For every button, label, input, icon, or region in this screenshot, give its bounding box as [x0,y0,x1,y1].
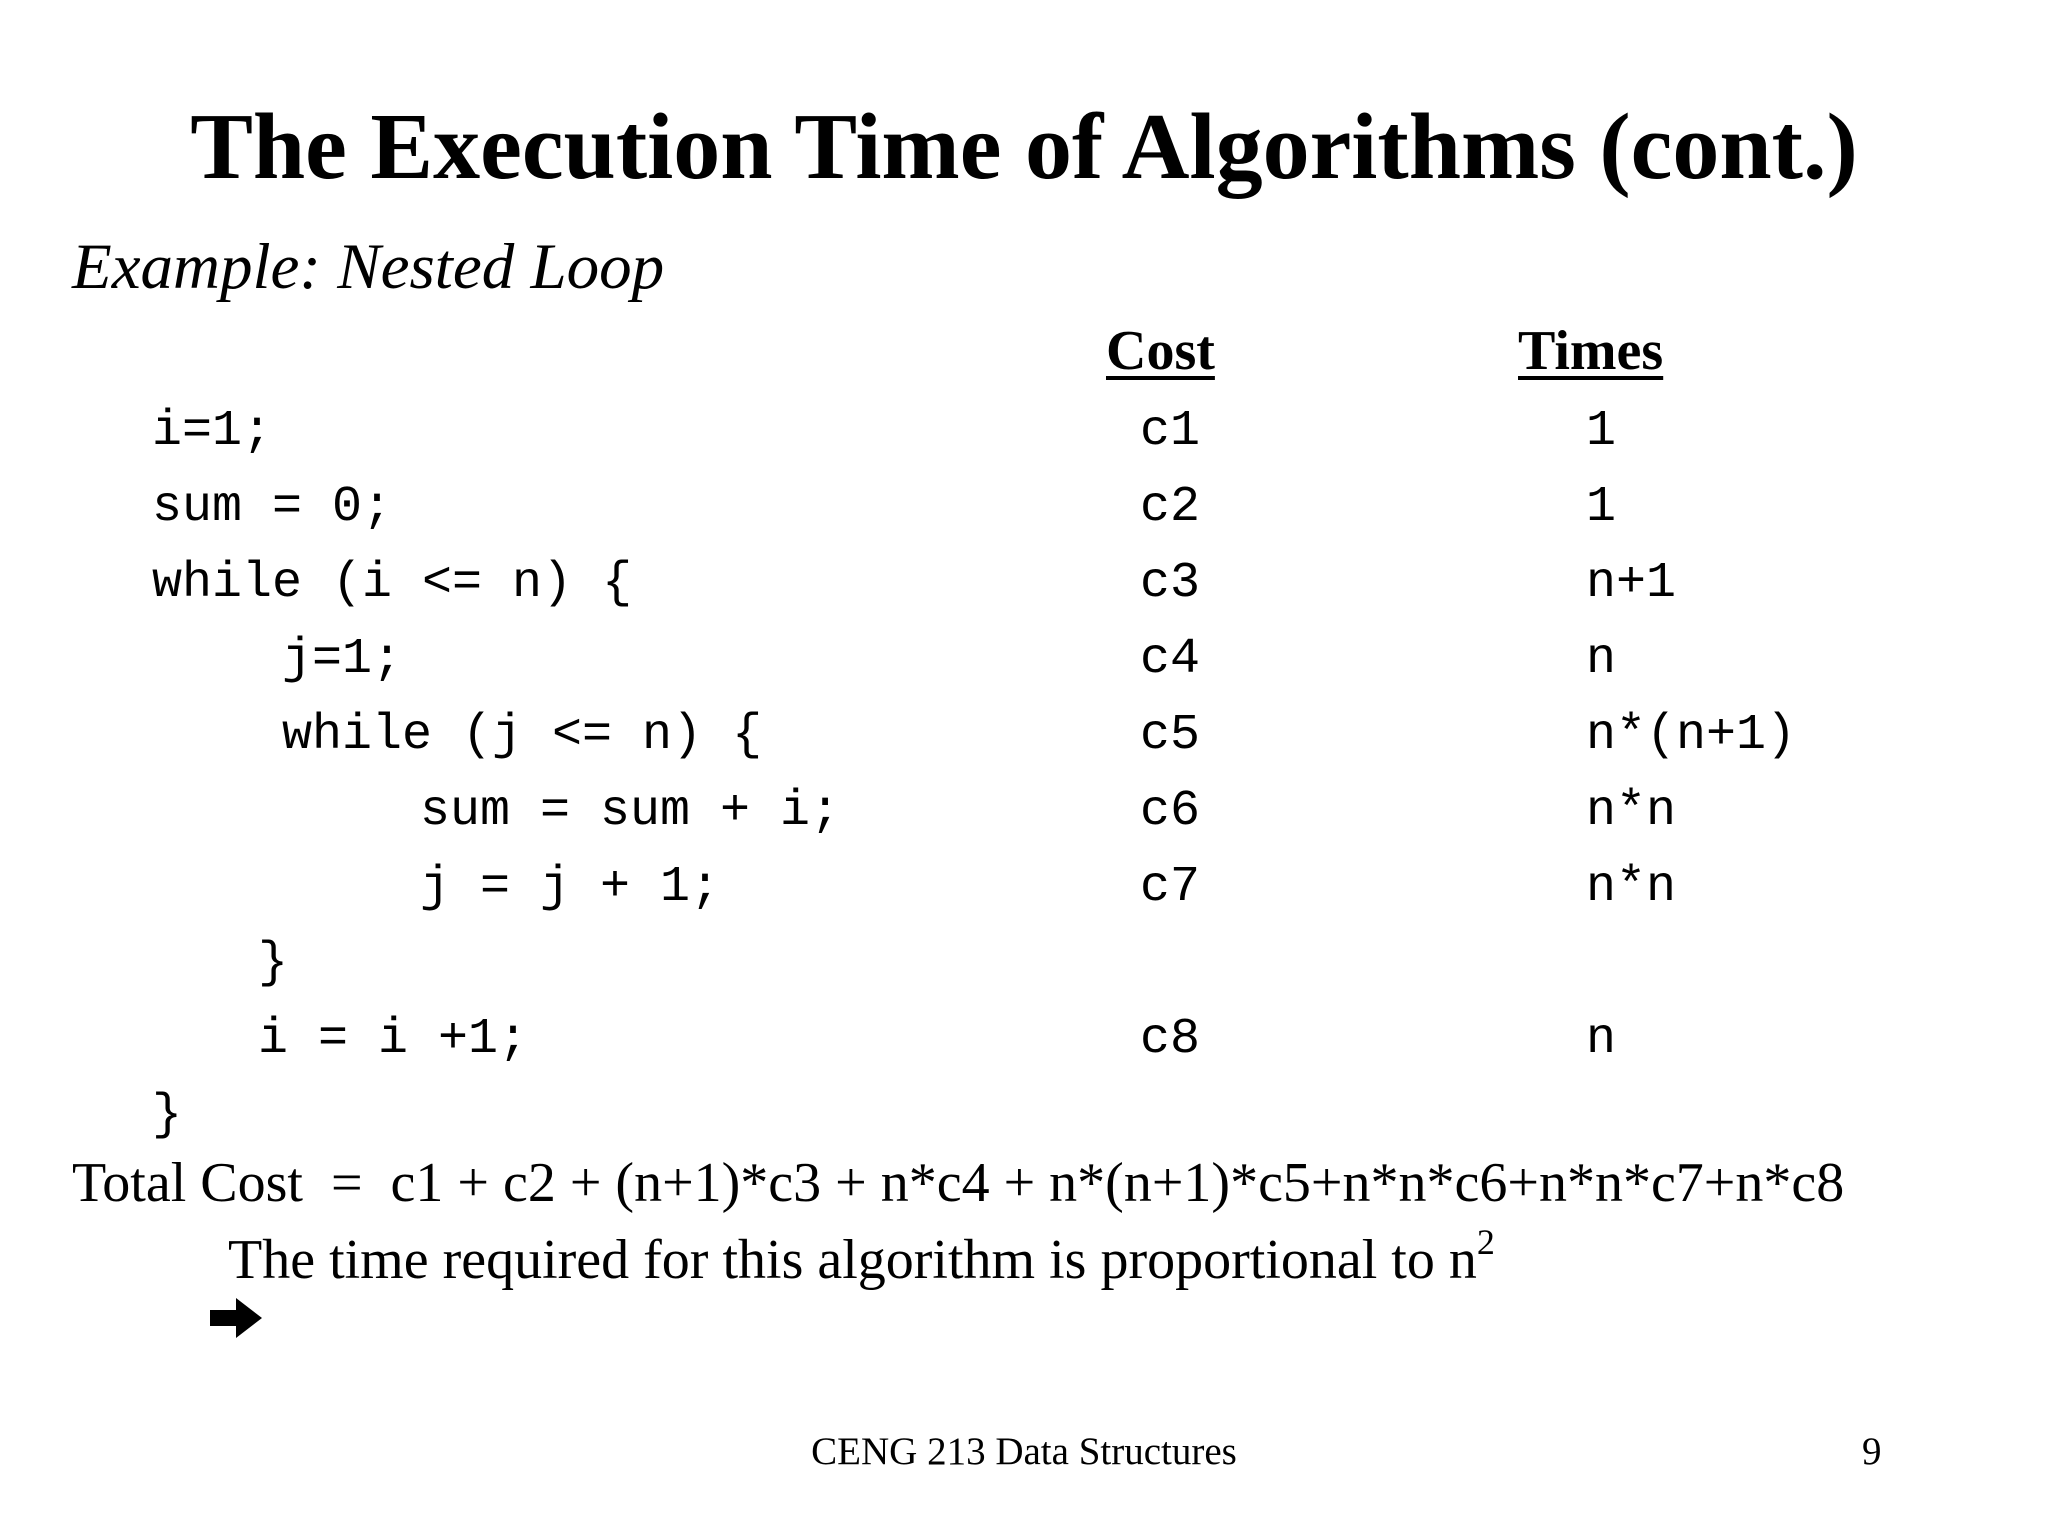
cost-cell: c1 [1140,403,1201,460]
times-column-header: Times [1518,320,1664,382]
times-cell: n [1586,631,1617,688]
cost-cell: c6 [1140,783,1201,840]
times-cell: 1 [1586,479,1617,536]
code-line: i = i +1; [258,1011,529,1068]
slide-title: The Execution Time of Algorithms (cont.) [190,95,1858,199]
times-cell: n*(n+1) [1586,707,1797,764]
cost-cell: c5 [1140,707,1201,764]
conclusion-text: The time required for this algorithm is … [228,1229,1477,1291]
times-cell: n*n [1586,859,1677,916]
code-line: i=1; [152,403,273,460]
slide-subtitle: Example: Nested Loop [72,231,665,303]
cost-cell: c3 [1140,555,1201,612]
cost-cell: c8 [1140,1011,1201,1068]
code-line: } [258,935,289,992]
code-line: sum = sum + i; [420,783,841,840]
times-cell: 1 [1586,403,1617,460]
right-arrow-icon [152,1238,262,1338]
times-cell: n [1586,1011,1617,1068]
code-line: while (i <= n) { [152,555,633,612]
times-cell: n*n [1586,783,1677,840]
conclusion-line: The time required for this algorithm is … [152,1224,1495,1338]
code-line: while (j <= n) { [282,707,763,764]
code-line: sum = 0; [152,479,393,536]
cost-cell: c4 [1140,631,1201,688]
cost-cell: c7 [1140,859,1201,916]
total-cost-formula: Total Cost = c1 + c2 + (n+1)*c3 + n*c4 +… [72,1152,1845,1214]
conclusion-exponent: 2 [1476,1222,1495,1262]
code-line: j=1; [282,631,403,688]
cost-cell: c2 [1140,479,1201,536]
footer-course: CENG 213 Data Structures [811,1430,1237,1473]
times-cell: n+1 [1586,555,1677,612]
code-line: j = j + 1; [420,859,721,916]
cost-column-header: Cost [1106,320,1215,382]
code-line: } [152,1087,183,1144]
page-number: 9 [1862,1430,1882,1473]
